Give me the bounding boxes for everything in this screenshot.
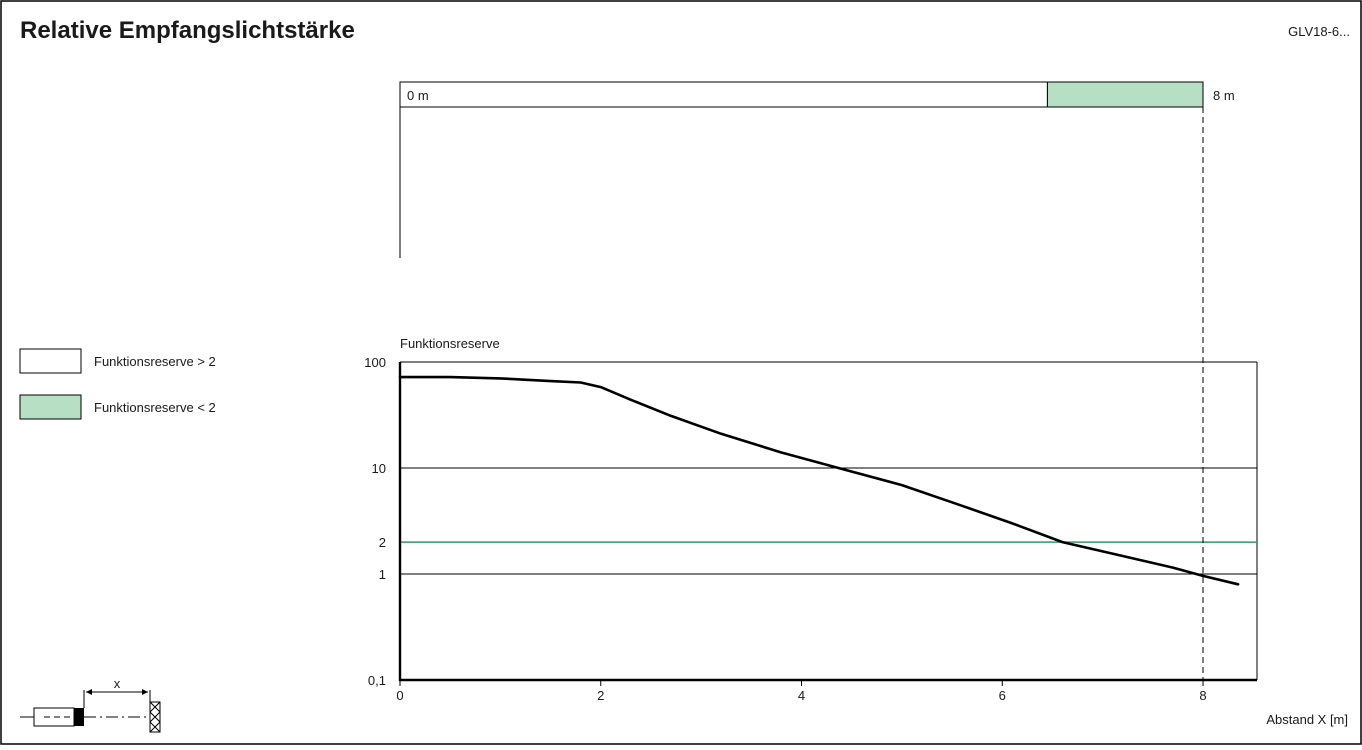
y-tick-label-10: 10 xyxy=(372,461,386,476)
range-bar-reserve-above-2 xyxy=(399,81,1048,108)
x-tick-label-4: 4 xyxy=(798,688,805,703)
sensor-lens xyxy=(74,708,84,726)
model-label: GLV18-6... xyxy=(1288,24,1350,39)
x-tick-label-8: 8 xyxy=(1199,688,1206,703)
series-line-0 xyxy=(398,375,1240,586)
y-tick-label-2: 2 xyxy=(379,535,386,550)
legend-label-reserve-below-2: Funktionsreserve < 2 xyxy=(94,400,216,415)
y-tick-label-0_1: 0,1 xyxy=(368,673,386,688)
x-tick-label-0: 0 xyxy=(396,688,403,703)
legend-swatch-reserve-below-2 xyxy=(19,394,82,420)
y-axis-label: Funktionsreserve xyxy=(400,336,500,351)
legend-swatch-reserve-above-2 xyxy=(19,348,82,374)
y-tick-label-1: 1 xyxy=(379,567,386,582)
dimension-x-label: x xyxy=(114,676,121,691)
legend: Funktionsreserve > 2 Funktionsreserve < … xyxy=(19,348,216,420)
range-bar-reserve-below-2 xyxy=(1046,81,1204,108)
x-tick-label-2: 2 xyxy=(597,688,604,703)
reflector-hatch xyxy=(149,701,161,733)
range-bar-end-label: 8 m xyxy=(1213,88,1235,103)
page-title: Relative Empfangslichtstärke xyxy=(20,17,355,44)
x-axis-label: Abstand X [m] xyxy=(1266,712,1348,727)
y-tick-label-100: 100 xyxy=(364,355,386,370)
x-tick-label-6: 6 xyxy=(999,688,1006,703)
range-bar-start-label: 0 m xyxy=(407,88,429,103)
sensor-diagram: x xyxy=(20,676,161,733)
legend-label-reserve-above-2: Funktionsreserve > 2 xyxy=(94,354,216,369)
range-bar: 0 m 8 m xyxy=(399,81,1235,258)
plot-area: Funktionsreserve Abstand X [m] 0 2 4 6 8 0,1 1… xyxy=(364,107,1348,727)
